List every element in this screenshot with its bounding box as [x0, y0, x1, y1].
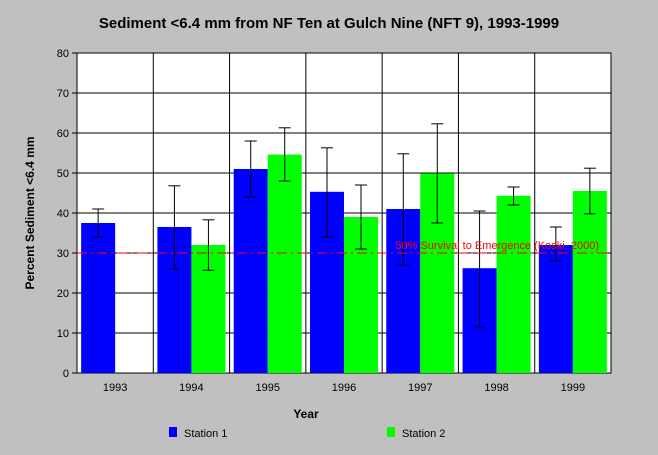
- y-tick-label: 40: [57, 208, 69, 220]
- y-axis-label: Percent Sediment <6.4 mm: [23, 136, 37, 289]
- legend-swatch: [387, 427, 395, 437]
- x-axis-label: Year: [293, 407, 319, 421]
- y-tick-label: 0: [63, 368, 69, 380]
- y-tick-label: 20: [57, 288, 69, 300]
- error-bars: [92, 123, 596, 328]
- legend-label: Station 1: [184, 428, 227, 440]
- legend-label: Station 2: [402, 428, 445, 440]
- x-tick-label: 1997: [408, 382, 432, 394]
- legend: Station 1 Station 2: [169, 427, 445, 440]
- y-tick-label: 50: [57, 168, 69, 180]
- bar-station-2-1995: [267, 154, 302, 373]
- y-tick-label: 10: [57, 328, 69, 340]
- y-tick-label: 80: [57, 48, 69, 60]
- bar-station-2-1998: [496, 195, 531, 373]
- y-tick-label: 30: [57, 248, 69, 260]
- legend-swatch: [169, 427, 177, 437]
- y-tick-label: 70: [57, 88, 69, 100]
- y-tick-label: 60: [57, 128, 69, 140]
- x-tick-label: 1996: [332, 382, 356, 394]
- x-tick-label: 1995: [255, 382, 279, 394]
- bar-station-1-1999: [538, 245, 573, 373]
- x-tick-label: 1993: [103, 382, 127, 394]
- reference-line-group: 50% Survival to Emergence (Koski, 2000): [77, 240, 611, 254]
- bar-station-1-1993: [81, 223, 116, 373]
- x-tick-label: 1994: [179, 382, 203, 394]
- chart-title: Sediment <6.4 mm from NF Ten at Gulch Ni…: [99, 15, 559, 32]
- x-tick-label: 1998: [484, 382, 508, 394]
- y-ticks: 0 10 20 30 40 50 60 70 80: [57, 48, 77, 380]
- bar-station-1-1995: [233, 169, 268, 373]
- x-tick-label: 1999: [561, 382, 585, 394]
- x-ticks: 1993 1994 1995 1996 1997 1998 1999: [103, 382, 585, 394]
- bar-station-2-1999: [572, 191, 607, 373]
- reference-line-label: 50% Survival to Emergence (Koski, 2000): [395, 240, 599, 252]
